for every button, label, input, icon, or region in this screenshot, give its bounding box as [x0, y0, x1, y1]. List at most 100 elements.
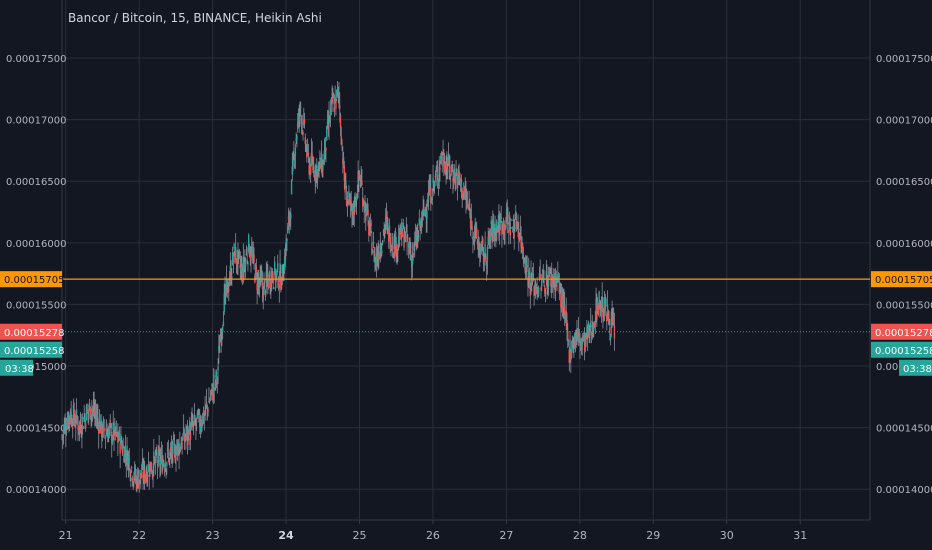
candle-body	[323, 150, 326, 161]
candle-body	[114, 428, 117, 435]
candle-body	[197, 415, 199, 419]
candle-body	[215, 382, 217, 385]
y-tick-label-left: 0.00015000	[6, 362, 66, 373]
candle-body	[599, 302, 601, 310]
candle-body	[510, 227, 512, 229]
candle-body	[405, 227, 408, 229]
candle-body	[391, 247, 394, 249]
candle-body	[374, 256, 376, 263]
candle-body	[409, 247, 411, 254]
candle-body	[98, 419, 101, 431]
price-tag-label-left: 0.00015258	[4, 346, 64, 357]
candle-body	[495, 221, 498, 229]
time-axis[interactable]: 21 22 23 24 25 26 27 28 29 30 31	[59, 520, 808, 542]
candle-body	[133, 466, 136, 472]
candle-body	[476, 240, 479, 245]
candle-body	[420, 225, 423, 228]
candle-body	[427, 191, 430, 203]
candle-body	[329, 108, 332, 115]
candle-body	[214, 375, 216, 379]
candle-body	[246, 259, 248, 261]
candle-body	[161, 459, 163, 473]
candle-body	[267, 275, 269, 280]
candle-body	[414, 243, 416, 245]
candle-body	[500, 216, 502, 220]
candle-body	[303, 119, 305, 125]
x-tick-label: 26	[426, 529, 440, 542]
candle-body	[182, 436, 184, 439]
candle-body	[523, 259, 525, 263]
candle-body	[242, 257, 245, 273]
candle-body	[464, 191, 466, 197]
candle-body	[403, 234, 405, 248]
candle-body	[459, 184, 462, 186]
candle-body	[513, 233, 515, 239]
candle-body	[479, 255, 481, 259]
candle-body	[62, 435, 64, 437]
candle-body	[311, 154, 313, 161]
candle-body	[488, 233, 490, 239]
candle-body	[418, 218, 421, 225]
candle-body	[432, 177, 434, 184]
candle-body	[154, 458, 157, 464]
candle-body	[70, 412, 72, 418]
candle-body	[485, 266, 488, 268]
candle-body	[280, 276, 282, 290]
candle-body	[109, 419, 111, 423]
candle-body	[522, 256, 525, 258]
candle-body	[437, 178, 440, 185]
candle-body	[604, 303, 606, 311]
candle-body	[190, 422, 193, 429]
candle-body	[492, 219, 494, 234]
candle-body	[356, 198, 359, 200]
candle-body	[433, 182, 435, 185]
candle-body	[549, 270, 551, 272]
candle-body	[314, 173, 316, 179]
candle-body	[156, 456, 158, 459]
price-tag-label-right: 0.00015278	[875, 328, 932, 339]
candle-body	[309, 165, 312, 175]
candle-body	[570, 349, 573, 358]
candle-body	[127, 459, 129, 470]
candle-body	[605, 299, 607, 307]
candle-body	[78, 425, 80, 430]
y-tick-label-right: 0.00017000	[876, 116, 932, 127]
candle-body	[397, 244, 399, 249]
candle-body	[266, 274, 268, 279]
candle-body	[81, 435, 83, 439]
candle-body	[133, 478, 135, 480]
candle-body	[297, 113, 300, 122]
x-tick-label: 25	[352, 529, 366, 542]
candle-body	[507, 214, 509, 219]
candle-body	[609, 335, 612, 340]
candle-body	[590, 331, 593, 335]
candle-body	[95, 418, 98, 421]
candle-body	[268, 272, 271, 278]
candle-body	[181, 442, 183, 449]
candle-body	[343, 166, 346, 181]
candle-body	[557, 274, 560, 279]
candle-body	[368, 229, 371, 231]
candle-body	[566, 319, 568, 331]
candle-body	[606, 305, 609, 311]
candle-body	[595, 298, 597, 311]
candle-body	[143, 469, 146, 482]
candle-body	[603, 297, 606, 312]
candle-body	[441, 159, 443, 161]
candle-body	[502, 230, 504, 233]
candle-body	[200, 425, 202, 427]
candle-body	[305, 145, 307, 149]
candle-body	[261, 282, 264, 289]
candle-body	[544, 287, 546, 294]
candle-body	[546, 277, 548, 289]
candle-body	[450, 166, 453, 168]
candle-body	[550, 275, 552, 287]
candle-body	[506, 211, 509, 222]
candle-body	[91, 408, 93, 413]
candle-body	[237, 249, 239, 262]
candle-body	[512, 226, 515, 230]
left-price-axis[interactable]: 0.00017500 0.00017000 0.00016500 0.00016000…	[6, 54, 66, 496]
candle-body	[402, 223, 404, 228]
candle-body	[258, 283, 261, 287]
